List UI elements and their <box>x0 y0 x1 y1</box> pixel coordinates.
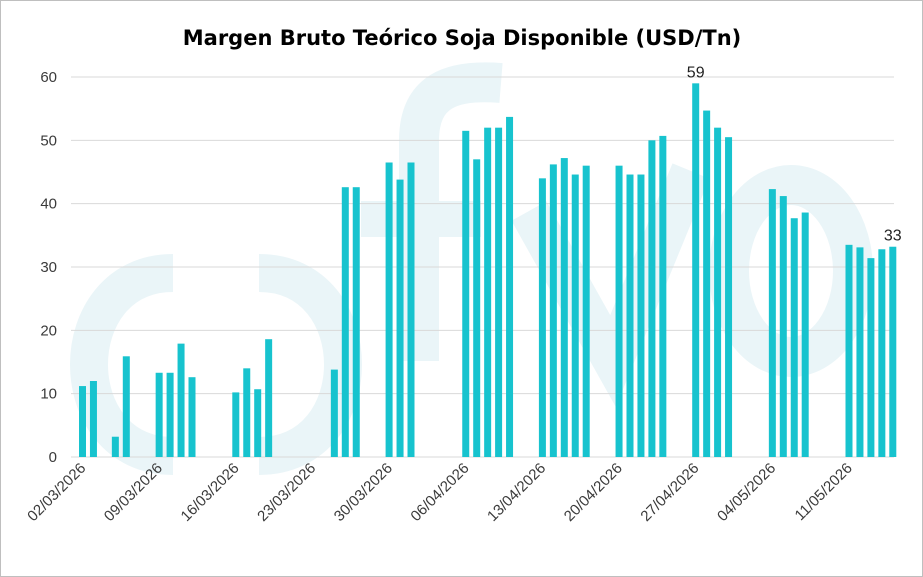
data-labels: 59 33 <box>687 64 902 244</box>
x-tick-label: 13/04/2026 <box>484 460 549 525</box>
x-tick-label: 16/03/2026 <box>178 460 243 525</box>
y-tick-label: 30 <box>40 259 57 276</box>
x-tick-label: 06/04/2026 <box>407 460 472 525</box>
bar <box>155 372 163 457</box>
bar <box>462 130 470 457</box>
data-label: 59 <box>687 64 705 81</box>
y-tick-label: 10 <box>40 386 57 403</box>
watermark-letter-f <box>399 62 503 361</box>
y-axis: 0 10 20 30 40 50 60 <box>40 69 57 466</box>
y-tick-label: 40 <box>40 196 57 213</box>
bar <box>352 187 360 457</box>
bar <box>703 110 711 457</box>
bar <box>265 339 273 457</box>
bar <box>232 392 240 457</box>
x-tick-label: 09/03/2026 <box>101 460 166 525</box>
bar <box>845 244 853 457</box>
bar <box>495 127 503 458</box>
watermark-logo <box>70 62 873 475</box>
bar <box>801 212 809 457</box>
x-tick-label: 02/03/2026 <box>24 460 89 525</box>
data-label: 33 <box>884 228 902 245</box>
y-tick-label: 0 <box>49 449 57 466</box>
bar <box>484 127 492 458</box>
y-tick-label: 50 <box>40 132 57 149</box>
y-tick-label: 20 <box>40 322 57 339</box>
bar <box>867 258 875 457</box>
x-tick-label: 11/05/2026 <box>792 460 856 524</box>
bar <box>659 135 667 457</box>
bar <box>725 137 733 458</box>
bar <box>473 159 481 457</box>
bar <box>254 389 262 457</box>
bar <box>111 436 119 457</box>
bar <box>549 164 557 457</box>
bar <box>779 196 787 457</box>
bar <box>243 368 251 457</box>
bar <box>692 83 700 457</box>
bar <box>560 158 568 457</box>
bar <box>790 218 798 457</box>
bar <box>714 127 722 458</box>
bar <box>407 162 415 457</box>
bar <box>341 187 349 457</box>
chart-title: Margen Bruto Teórico Soja Disponible (US… <box>183 26 742 50</box>
x-tick-label: 30/03/2026 <box>331 460 396 525</box>
bar <box>571 174 579 457</box>
watermark-arc-left <box>70 254 175 475</box>
bar <box>615 165 623 458</box>
bar <box>385 162 393 457</box>
bar <box>122 356 130 457</box>
bar <box>648 140 656 457</box>
gridlines <box>71 76 894 458</box>
bar <box>626 174 634 457</box>
bar <box>396 179 404 457</box>
x-tick-label: 27/04/2026 <box>637 460 702 525</box>
bar <box>89 381 97 457</box>
bar <box>768 189 776 457</box>
x-axis: 02/03/2026 09/03/2026 16/03/2026 23/03/2026… <box>24 460 856 525</box>
bar <box>188 377 196 457</box>
bar <box>177 343 185 457</box>
bar <box>330 369 338 457</box>
watermark-f-bar <box>361 201 481 237</box>
bar <box>166 372 174 457</box>
bar <box>79 386 86 457</box>
x-tick-label: 20/04/2026 <box>561 460 626 525</box>
bar <box>889 246 897 457</box>
y-tick-label: 60 <box>40 69 57 86</box>
bar <box>878 249 886 457</box>
bar <box>582 165 590 458</box>
bar <box>856 247 864 457</box>
bars <box>79 83 897 458</box>
bar <box>506 116 514 458</box>
x-tick-label: 04/05/2026 <box>714 460 779 525</box>
bar <box>637 174 645 457</box>
bar <box>538 178 546 457</box>
